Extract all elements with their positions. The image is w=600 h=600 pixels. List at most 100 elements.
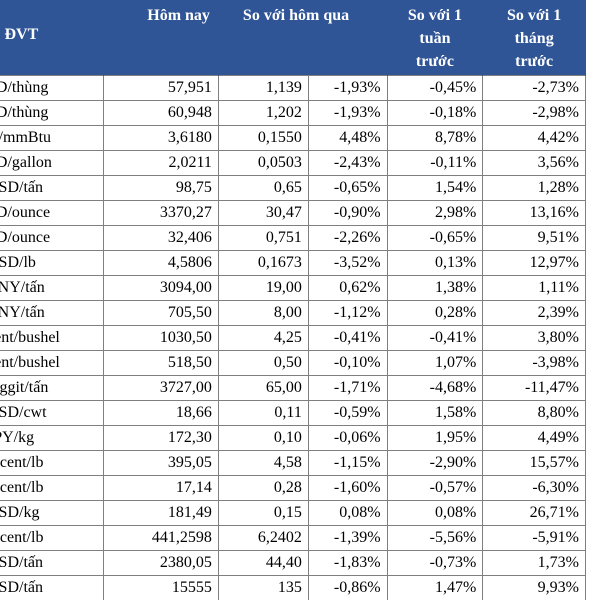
commodity-price-table: ĐVT Hôm nay So với hôm qua So với 1 tuần… (0, 0, 586, 600)
cell-today: 441,2598 (102, 524, 219, 551)
cell-unit: SD/ounce (0, 199, 104, 226)
cell-today: 3727,00 (102, 374, 219, 401)
cell-change: 19,00 (217, 274, 309, 301)
cell-pct-week: 8,78% (386, 124, 484, 151)
cell-pct-day: -0,41% (307, 324, 388, 351)
cell-change: 0,1673 (217, 249, 309, 276)
cell-pct-day: -2,26% (307, 224, 388, 251)
header-row: ĐVT Hôm nay So với hôm qua So với 1 tuần… (0, 0, 586, 75)
header-week-line-2: tuần (419, 30, 451, 47)
cell-pct-week: 0,28% (386, 299, 484, 326)
cell-change: 4,58 (217, 449, 309, 476)
cell-pct-day: -1,93% (307, 99, 388, 126)
cell-change: 65,00 (217, 374, 309, 401)
cell-pct-month: 13,16% (482, 199, 586, 226)
cell-pct-week: 1,54% (386, 174, 484, 201)
cell-pct-week: -0,18% (386, 99, 484, 126)
cell-pct-day: -3,52% (307, 249, 388, 276)
cell-pct-month: 15,57% (482, 449, 586, 476)
cell-unit: cent/bushel (0, 349, 104, 376)
cell-change: 0,10 (217, 424, 309, 451)
cell-pct-week: -5,56% (386, 524, 484, 551)
cell-pct-day: -2,43% (307, 149, 388, 176)
cell-pct-week: -0,73% (386, 549, 484, 576)
cell-pct-month: -5,91% (482, 524, 586, 551)
cell-pct-day: -0,86% (307, 574, 388, 600)
cell-change: 44,40 (217, 549, 309, 576)
header-vs-last-week: So với 1 tuần trước (387, 0, 484, 75)
cell-pct-month: -6,30% (482, 474, 586, 501)
cell-unit: USD/kg (0, 499, 104, 526)
cell-pct-day: -0,59% (307, 399, 388, 426)
cell-change: 0,65 (217, 174, 309, 201)
cell-pct-week: -4,68% (386, 374, 484, 401)
cell-pct-week: -0,11% (386, 149, 484, 176)
cell-unit: SD/gallon (0, 149, 104, 176)
cell-change: 1,139 (217, 74, 309, 101)
cell-unit: JPY/kg (0, 424, 104, 451)
cell-today: 60,948 (102, 99, 219, 126)
cell-unit: USD/tấn (0, 549, 104, 576)
cell-pct-day: -0,90% (307, 199, 388, 226)
header-week-line-3: trước (415, 53, 454, 70)
cell-change: 0,0503 (217, 149, 309, 176)
cell-pct-day: 0,62% (307, 274, 388, 301)
cell-today: 3370,27 (102, 199, 219, 226)
cell-pct-month: -2,73% (482, 74, 586, 101)
cell-pct-month: 9,93% (482, 574, 586, 600)
cell-today: 32,406 (102, 224, 219, 251)
header-month-line-1: So với 1 (507, 7, 562, 24)
cell-pct-month: 8,80% (482, 399, 586, 426)
cell-unit: S cent/lb (0, 524, 104, 551)
cell-pct-day: -1,83% (307, 549, 388, 576)
cell-pct-month: 3,80% (482, 324, 586, 351)
table-header: ĐVT Hôm nay So với hôm qua So với 1 tuần… (0, 0, 586, 75)
cell-pct-month: 26,71% (482, 499, 586, 526)
cell-change: 0,50 (217, 349, 309, 376)
cell-today: 15555 (102, 574, 219, 600)
cell-pct-week: 1,58% (386, 399, 484, 426)
cell-unit: USD/lb (0, 249, 104, 276)
cell-today: 2,0211 (102, 149, 219, 176)
cell-unit: CNY/tấn (0, 299, 104, 326)
cell-pct-day: -0,65% (307, 174, 388, 201)
cell-pct-month: -11,47% (482, 374, 586, 401)
cell-pct-week: -0,57% (386, 474, 484, 501)
cell-today: 98,75 (102, 174, 219, 201)
cell-unit: S cent/lb (0, 449, 104, 476)
cell-pct-week: -0,45% (386, 74, 484, 101)
cell-pct-month: 4,49% (482, 424, 586, 451)
header-vs-last-month: So với 1 tháng trước (482, 0, 586, 75)
cell-pct-week: 1,95% (386, 424, 484, 451)
cell-unit: USD/tấn (0, 174, 104, 201)
header-month-line-3: trước (515, 53, 554, 70)
cell-today: 17,14 (102, 474, 219, 501)
table-row: inggit/tấn3727,0065,00-1,71%-4,68%-11,47… (0, 374, 586, 401)
cell-today: 395,05 (102, 449, 219, 476)
cell-pct-week: -0,65% (386, 224, 484, 251)
cell-pct-month: 1,11% (482, 274, 586, 301)
cell-pct-day: -0,06% (307, 424, 388, 451)
cell-pct-week: 1,07% (386, 349, 484, 376)
cell-change: 0,28 (217, 474, 309, 501)
cell-pct-day: -1,15% (307, 449, 388, 476)
cell-today: 18,66 (102, 399, 219, 426)
cell-pct-day: 0,08% (307, 499, 388, 526)
header-week-line-1: So với 1 (407, 7, 463, 24)
cell-change: 0,1550 (217, 124, 309, 151)
header-unit: ĐVT (0, 0, 104, 75)
cell-today: 57,951 (102, 74, 219, 101)
cell-change: 4,25 (217, 324, 309, 351)
